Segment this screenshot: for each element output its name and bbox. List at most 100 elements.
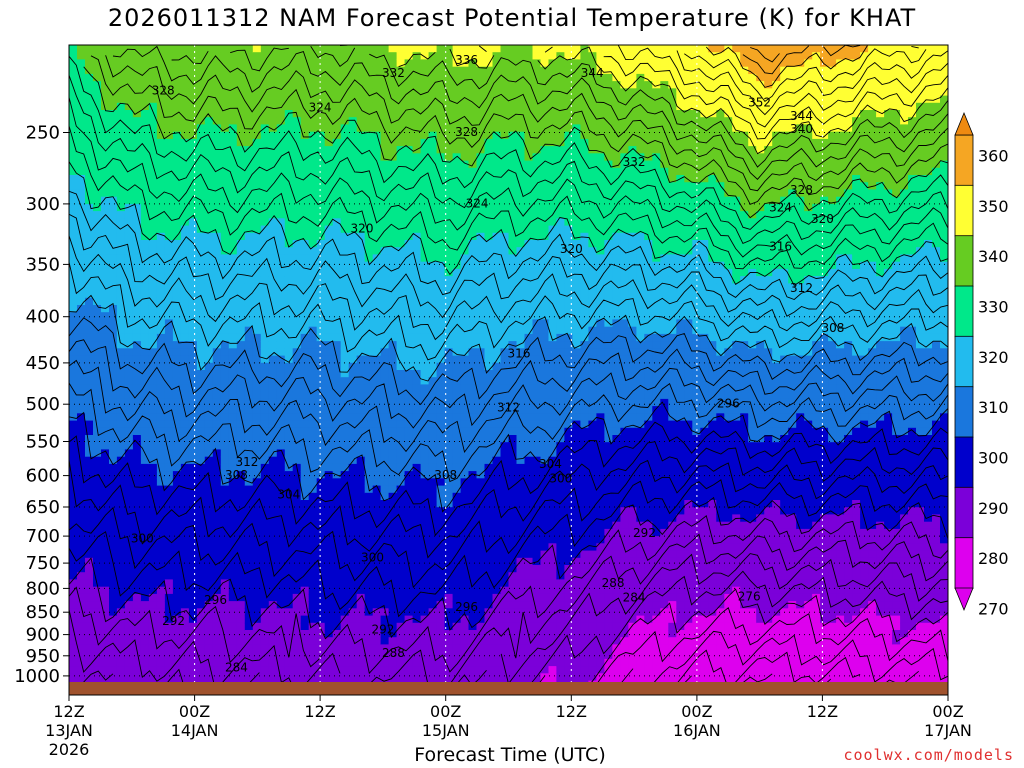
- field-cell: [268, 500, 278, 508]
- field-cell: [500, 297, 510, 306]
- field-cell: [380, 81, 390, 89]
- field-cell: [172, 261, 182, 270]
- field-cell: [468, 586, 478, 595]
- field-cell: [204, 637, 214, 645]
- field-cell: [500, 673, 510, 682]
- field-cell: [220, 391, 230, 400]
- field-cell: [412, 312, 422, 320]
- field-cell: [268, 398, 278, 407]
- field-cell: [212, 117, 222, 125]
- field-cell: [404, 658, 414, 667]
- field-cell: [468, 514, 478, 523]
- field-cell: [276, 117, 286, 125]
- field-cell: [404, 189, 414, 198]
- field-cell: [452, 565, 462, 573]
- field-cell: [188, 500, 198, 508]
- field-cell: [284, 175, 294, 183]
- field-cell: [85, 586, 94, 595]
- field-cell: [172, 565, 182, 573]
- field-cell: [356, 398, 366, 407]
- field-cell: [316, 673, 326, 682]
- field-cell: [332, 601, 342, 609]
- field-cell: [364, 167, 374, 176]
- field-cell: [428, 276, 438, 284]
- field-cell: [292, 413, 302, 422]
- field-cell: [484, 492, 494, 501]
- field-cell: [260, 110, 270, 118]
- field-cell: [508, 333, 518, 342]
- field-cell: [412, 232, 422, 241]
- field-cell: [109, 456, 118, 465]
- field-cell: [324, 456, 334, 465]
- field-cell: [508, 81, 518, 89]
- field-cell: [436, 471, 446, 479]
- field-cell: [452, 59, 462, 68]
- field-cell: [340, 572, 350, 580]
- field-cell: [340, 138, 350, 147]
- field-cell: [492, 153, 502, 162]
- field-cell: [236, 658, 246, 667]
- field-cell: [180, 45, 190, 53]
- field-cell: [404, 637, 414, 645]
- field-cell: [468, 644, 478, 653]
- field-cell: [348, 398, 358, 407]
- field-cell: [348, 182, 358, 190]
- field-cell: [212, 406, 222, 414]
- field-cell: [428, 341, 438, 349]
- field-cell: [93, 153, 102, 162]
- field-cell: [500, 370, 510, 378]
- field-cell: [380, 406, 390, 414]
- field-cell: [276, 110, 286, 118]
- field-cell: [140, 463, 150, 472]
- field-cell: [484, 88, 494, 97]
- field-cell: [172, 630, 182, 638]
- field-cell: [93, 59, 102, 68]
- field-cell: [348, 102, 358, 111]
- field-cell: [252, 586, 262, 595]
- field-cell: [244, 507, 254, 515]
- field-cell: [180, 507, 190, 515]
- field-cell: [276, 138, 286, 147]
- field-cell: [492, 413, 502, 422]
- field-cell: [412, 420, 422, 429]
- field-cell: [124, 485, 134, 494]
- field-cell: [332, 435, 342, 443]
- field-cell: [500, 456, 510, 465]
- field-cell: [284, 211, 294, 219]
- field-cell: [228, 528, 238, 537]
- field-cell: [396, 189, 406, 198]
- field-cell: [292, 297, 302, 306]
- field-cell: [228, 521, 238, 530]
- field-cell: [356, 370, 366, 378]
- field-cell: [372, 355, 382, 364]
- field-cell: [212, 355, 222, 364]
- field-cell: [172, 463, 182, 472]
- field-cell: [380, 232, 390, 241]
- field-cell: [252, 463, 262, 472]
- field-cell: [492, 377, 502, 385]
- field-cell: [372, 146, 382, 154]
- field-cell: [500, 622, 510, 631]
- field-cell: [276, 557, 286, 566]
- field-cell: [77, 59, 86, 68]
- field-cell: [156, 637, 166, 645]
- field-cell: [220, 110, 230, 118]
- field-cell: [324, 673, 334, 682]
- field-cell: [412, 348, 422, 357]
- field-cell: [396, 435, 406, 443]
- field-cell: [172, 196, 182, 205]
- field-cell: [156, 117, 166, 125]
- field-cell: [204, 362, 214, 371]
- field-cell: [484, 268, 494, 277]
- field-cell: [212, 88, 222, 97]
- field-cell: [396, 88, 406, 97]
- field-cell: [109, 427, 118, 436]
- field-cell: [420, 66, 430, 75]
- field-cell: [124, 117, 134, 125]
- field-cell: [460, 420, 470, 429]
- field-cell: [204, 326, 214, 335]
- field-cell: [180, 622, 190, 631]
- field-cell: [316, 225, 326, 234]
- field-cell: [396, 456, 406, 465]
- field-cell: [101, 203, 110, 212]
